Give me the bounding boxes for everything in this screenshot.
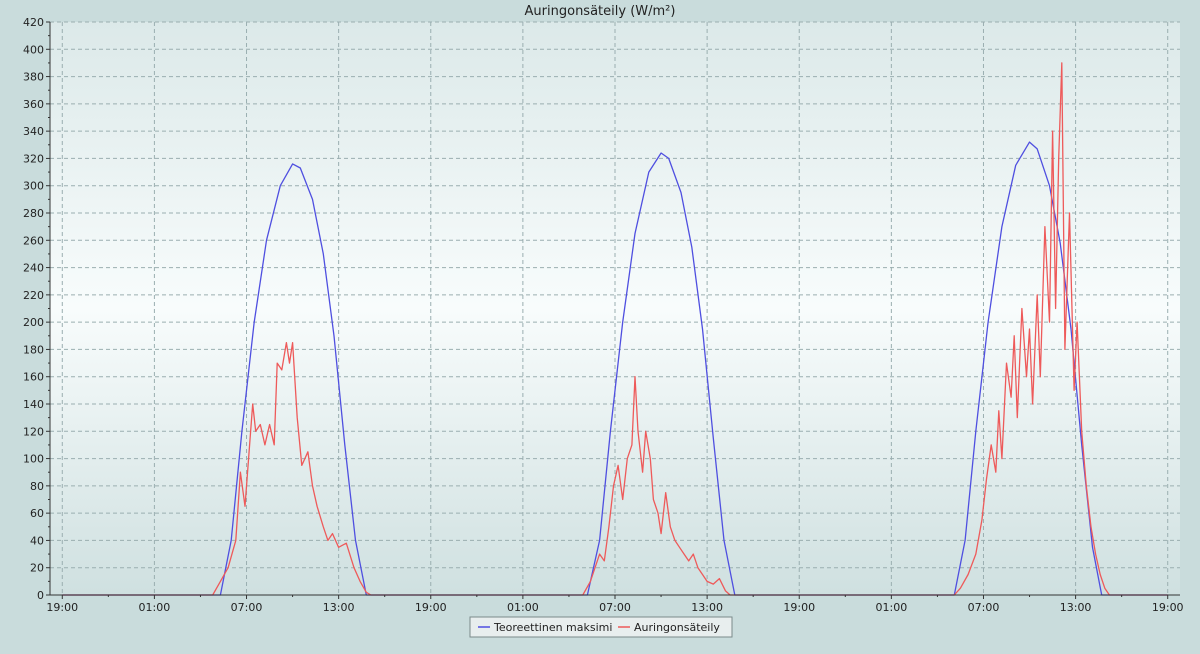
x-tick-label: 19:00 xyxy=(1152,601,1184,614)
y-tick-label: 240 xyxy=(23,262,44,275)
legend-box xyxy=(469,616,733,638)
y-tick-label: 420 xyxy=(23,16,44,29)
y-tick-label: 260 xyxy=(23,234,44,247)
x-tick-label: 19:00 xyxy=(415,601,447,614)
axes: 0 20 40 60 80 100 120 140 160 180 200 220 240 260 280 3… xyxy=(23,16,1184,614)
legend-label-1: Auringonsäteily xyxy=(634,621,720,634)
y-tick-label: 400 xyxy=(23,43,44,56)
y-tick-label: 80 xyxy=(30,480,44,493)
y-tick-label: 300 xyxy=(23,180,44,193)
x-tick-label: 01:00 xyxy=(876,601,908,614)
x-tick-label: 19:00 xyxy=(46,601,78,614)
x-tick-label: 01:00 xyxy=(507,601,539,614)
y-tick-label: 120 xyxy=(23,425,44,438)
y-tick-label: 340 xyxy=(23,125,44,138)
series-line-1 xyxy=(62,62,1168,596)
x-tick-label: 13:00 xyxy=(1060,601,1092,614)
grid xyxy=(50,21,1180,595)
x-tick-label: 13:00 xyxy=(323,601,355,614)
y-tick-label: 20 xyxy=(30,562,44,575)
y-tick-label: 0 xyxy=(37,589,44,602)
chart-title: Auringonsäteily (W/m²) xyxy=(525,4,676,19)
y-tick-label: 320 xyxy=(23,152,44,165)
x-tick-label: 13:00 xyxy=(691,601,723,614)
y-tick-label: 180 xyxy=(23,343,44,356)
y-tick-label: 100 xyxy=(23,453,44,466)
y-tick-label: 60 xyxy=(30,507,44,520)
y-tick-label: 140 xyxy=(23,398,44,411)
series-line-0 xyxy=(62,141,1168,596)
x-tick-label: 07:00 xyxy=(599,601,631,614)
y-tick-label: 280 xyxy=(23,207,44,220)
x-tick-label: 19:00 xyxy=(783,601,815,614)
x-tick-label: 01:00 xyxy=(139,601,171,614)
x-tick-label: 07:00 xyxy=(968,601,1000,614)
y-tick-label: 200 xyxy=(23,316,44,329)
x-tick-label: 07:00 xyxy=(231,601,263,614)
series-layer xyxy=(62,62,1168,596)
legend-label-0: Teoreettinen maksimi xyxy=(493,621,612,634)
y-tick-label: 380 xyxy=(23,71,44,84)
y-tick-label: 40 xyxy=(30,534,44,547)
legend: Teoreettinen maksimi Auringonsäteily xyxy=(469,616,733,638)
y-tick-label: 360 xyxy=(23,98,44,111)
y-tick-label: 160 xyxy=(23,371,44,384)
y-tick-label: 220 xyxy=(23,289,44,302)
